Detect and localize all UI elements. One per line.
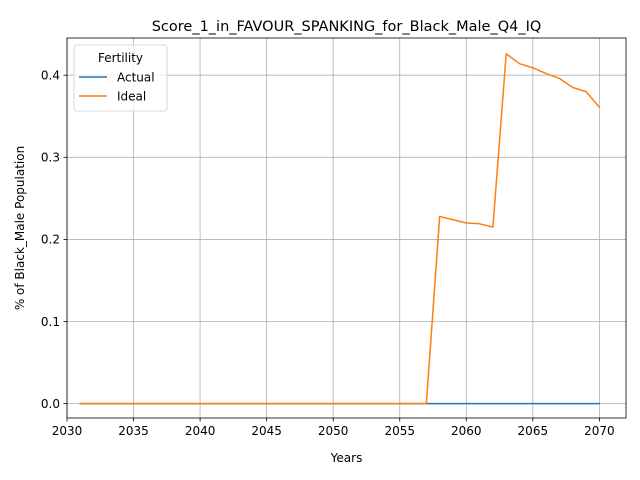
- legend-label-ideal: Ideal: [117, 90, 146, 104]
- x-tick-label: 2055: [384, 424, 415, 438]
- y-tick-label: 0.2: [41, 233, 60, 247]
- chart-title: Score_1_in_FAVOUR_SPANKING_for_Black_Mal…: [152, 19, 542, 35]
- gridlines: [66, 38, 626, 418]
- y-tick-label: 0.0: [41, 397, 60, 411]
- y-tick-label: 0.4: [41, 68, 60, 82]
- x-axis-label: Years: [330, 451, 363, 465]
- legend: Fertility Actual Ideal: [73, 44, 168, 112]
- legend-box: [73, 44, 168, 112]
- y-axis-label: % of Black_Male Population: [13, 146, 27, 310]
- x-tick-label: 2045: [251, 424, 282, 438]
- x-tick-label: 2065: [518, 424, 549, 438]
- y-tick-label: 0.1: [41, 315, 60, 329]
- x-tick-label: 2050: [318, 424, 349, 438]
- legend-label-actual: Actual: [117, 71, 155, 85]
- x-tick-label: 2070: [584, 424, 615, 438]
- x-tick-label: 2060: [451, 424, 482, 438]
- series-lines: [79, 53, 601, 405]
- axis-ticks: 2030 2035 2040 2045 2050 2055 2060 2065 2070 0.0 0…: [41, 68, 615, 438]
- x-tick-label: 2030: [52, 424, 83, 438]
- x-tick-label: 2035: [118, 424, 149, 438]
- plot-frame: [66, 37, 627, 419]
- x-tick-label: 2040: [185, 424, 216, 438]
- legend-title: Fertility: [98, 51, 143, 65]
- series-line-ideal: [79, 53, 601, 405]
- y-tick-label: 0.3: [41, 151, 60, 165]
